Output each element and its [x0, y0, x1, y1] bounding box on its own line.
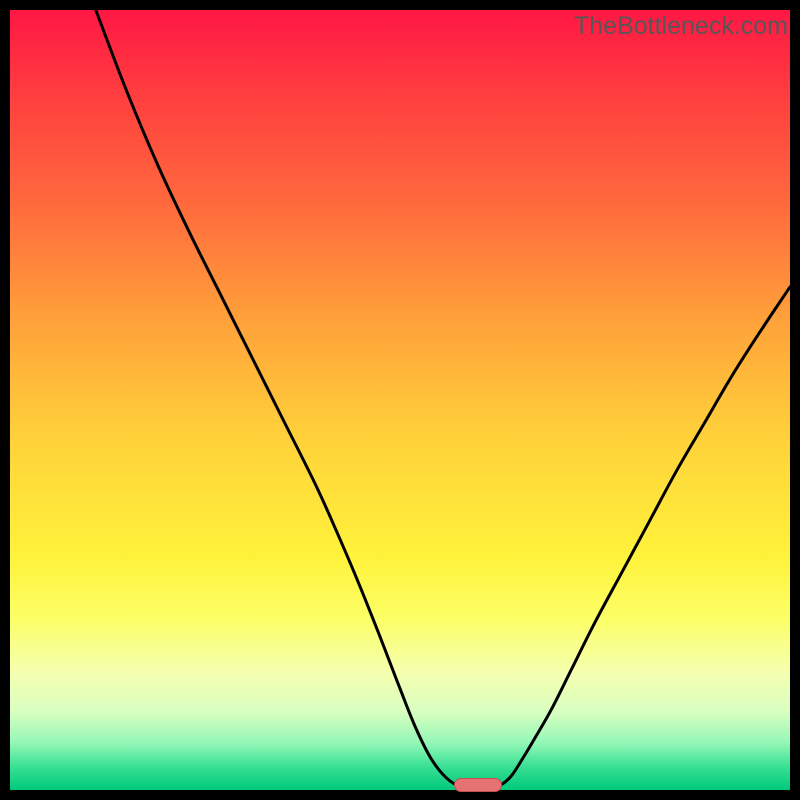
bottleneck-curve: [96, 10, 790, 790]
watermark-text: TheBottleneck.com: [574, 12, 788, 41]
optimum-marker: [454, 778, 502, 792]
curve-layer: [10, 10, 790, 790]
chart-container: TheBottleneck.com: [0, 0, 800, 800]
plot-area: [10, 10, 790, 790]
